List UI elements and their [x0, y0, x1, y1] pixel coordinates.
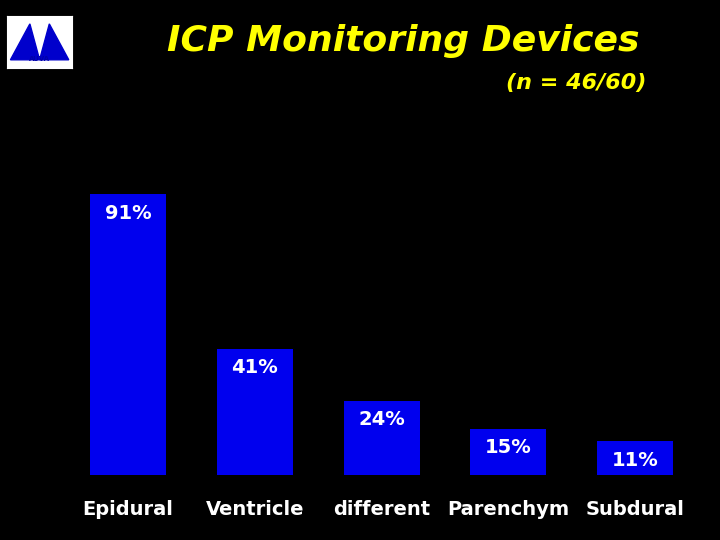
Text: 41%: 41%	[232, 358, 278, 377]
Text: 24%: 24%	[359, 410, 405, 429]
Bar	[470, 429, 546, 475]
Bar	[343, 401, 420, 475]
Bar	[90, 194, 166, 475]
Text: AUVA: AUVA	[29, 56, 50, 62]
Text: 15%: 15%	[485, 438, 531, 457]
Bar	[217, 349, 293, 475]
Text: 11%: 11%	[612, 450, 658, 469]
Polygon shape	[11, 24, 40, 60]
Text: 91%: 91%	[105, 204, 151, 222]
Text: ICP Monitoring Devices: ICP Monitoring Devices	[167, 24, 639, 58]
Text: different: different	[333, 500, 430, 519]
Text: Parenchym: Parenchym	[447, 500, 570, 519]
Text: Ventricle: Ventricle	[206, 500, 304, 519]
Text: (n = 46/60): (n = 46/60)	[506, 73, 646, 93]
Text: Subdural: Subdural	[585, 500, 685, 519]
Text: Epidural: Epidural	[83, 500, 174, 519]
Polygon shape	[40, 24, 68, 60]
Bar	[597, 441, 673, 475]
